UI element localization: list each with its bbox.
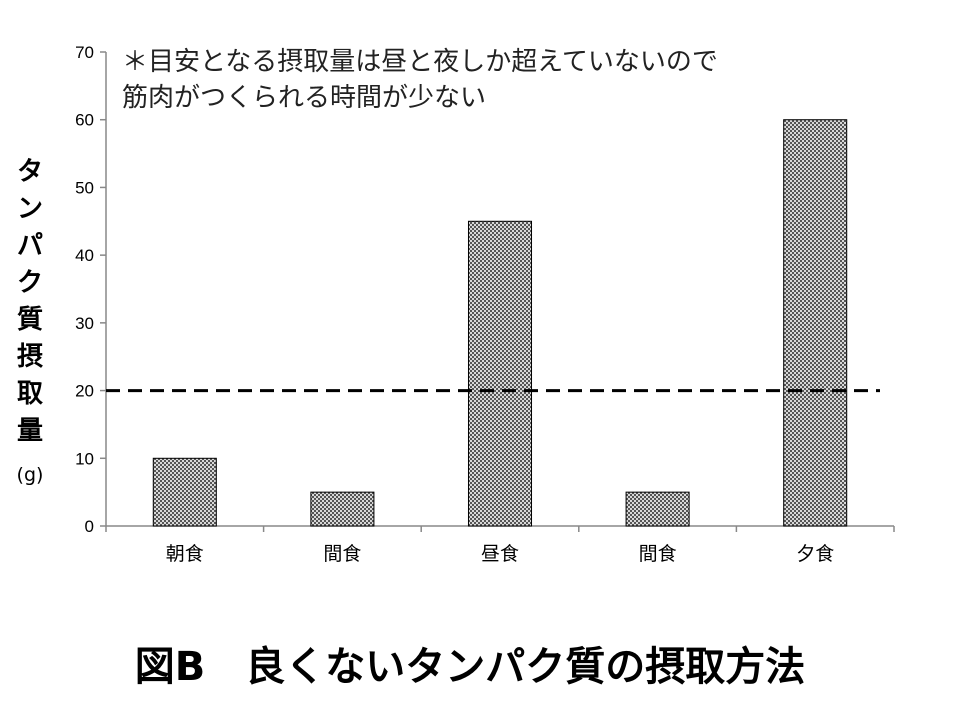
y-tick-label: 0 <box>85 517 94 536</box>
bar <box>783 119 848 527</box>
annotation-line-1: ＊目安となる摂取量は昼と夜しか超えていないので <box>122 47 718 77</box>
y-tick-label: 20 <box>75 382 94 401</box>
y-tick-label: 40 <box>75 246 94 265</box>
y-tick-label: 60 <box>75 111 94 130</box>
y-tick-label: 10 <box>75 449 94 468</box>
x-category-label: 間食 <box>323 543 361 565</box>
bar <box>467 220 533 527</box>
annotation-line-2: 筋肉がつくられる時間が少ない <box>122 83 486 113</box>
bar <box>625 491 690 527</box>
x-category-label: 朝食 <box>166 543 204 565</box>
y-axis-unit: (g) <box>17 464 44 486</box>
figure-title: 図B 良くないタンパク質の摂取方法 <box>135 644 806 690</box>
y-tick-label: 70 <box>75 43 94 62</box>
bar <box>310 491 375 527</box>
y-tick-label: 30 <box>75 314 94 333</box>
y-axis-label: タンパク質摂取量 <box>17 157 43 446</box>
x-category-label: 昼食 <box>481 543 519 565</box>
bar <box>152 457 217 527</box>
y-tick-label: 50 <box>75 178 94 197</box>
x-category-label: 夕食 <box>796 543 834 565</box>
x-ticks: 朝食 間食 昼食 間食 夕食 <box>105 526 895 565</box>
x-category-label: 間食 <box>639 543 677 565</box>
bars <box>152 119 848 527</box>
y-ticks: 0 10 20 30 40 50 60 70 <box>75 43 106 536</box>
